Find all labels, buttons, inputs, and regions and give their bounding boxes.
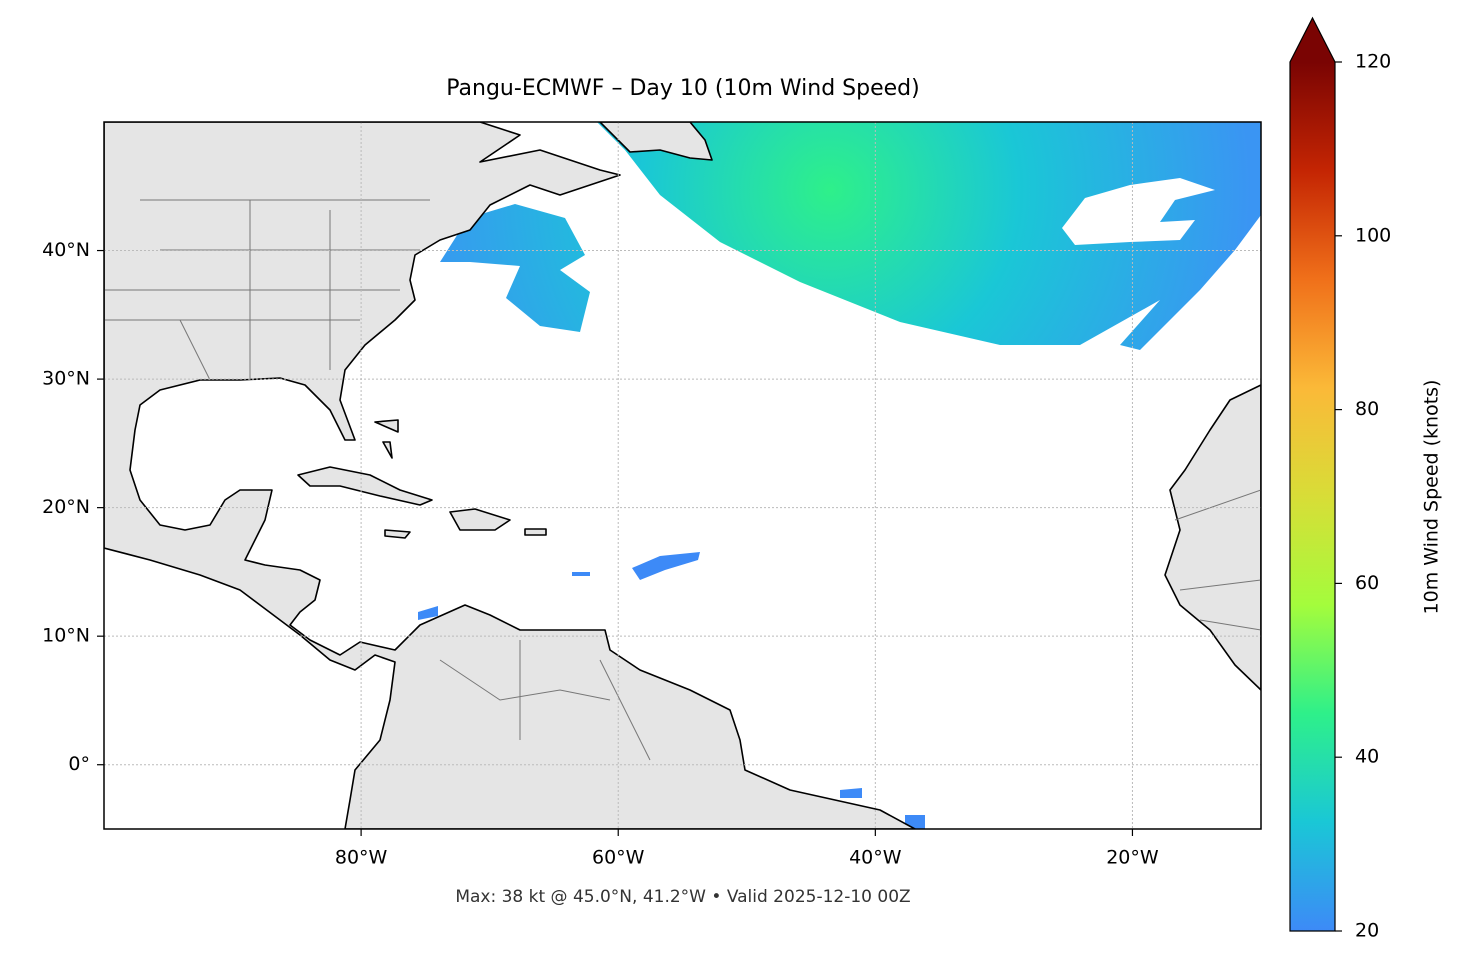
wind-field (440, 204, 590, 332)
colorbar-frame (1289, 16, 1336, 932)
y-tick-label: 0° (68, 753, 90, 775)
americas (104, 122, 916, 829)
y-tick-label: 40°N (42, 239, 90, 261)
y-tick-label: 10°N (42, 625, 90, 647)
colorbar-tick-label: 60 (1355, 572, 1379, 594)
x-tick-label: 20°W (1106, 847, 1159, 869)
x-tick-label: 40°W (849, 847, 902, 869)
colorbar (1290, 62, 1335, 931)
colorbar-tick-label: 20 (1355, 920, 1379, 942)
islands (297, 419, 547, 539)
annotation: Max: 38 kt @ 45.0°N, 41.2°W • Valid 2025… (455, 887, 910, 907)
wind-field-gap (1062, 178, 1215, 245)
wind-field (597, 122, 1261, 350)
x-tick-label: 60°W (592, 847, 645, 869)
colorbar-extend (1290, 18, 1335, 62)
plot-frame (103, 121, 1262, 830)
colorbar-tick-label: 100 (1355, 224, 1391, 246)
chart-title: Pangu-ECMWF – Day 10 (10m Wind Speed) (446, 76, 919, 101)
y-tick-label: 30°N (42, 368, 90, 390)
x-tick-label: 80°W (335, 847, 388, 869)
colorbar-tick-label: 120 (1355, 51, 1391, 73)
borders (104, 199, 1261, 761)
map (104, 122, 1261, 829)
africa (1164, 384, 1261, 691)
grid (104, 122, 1261, 829)
newfoundland (599, 122, 713, 161)
colorbar-tick-label: 40 (1355, 746, 1379, 768)
colorbar-tick-label: 80 (1355, 398, 1379, 420)
colorbar-label: 10m Wind Speed (knots) (1421, 380, 1443, 615)
y-tick-label: 20°N (42, 496, 90, 518)
